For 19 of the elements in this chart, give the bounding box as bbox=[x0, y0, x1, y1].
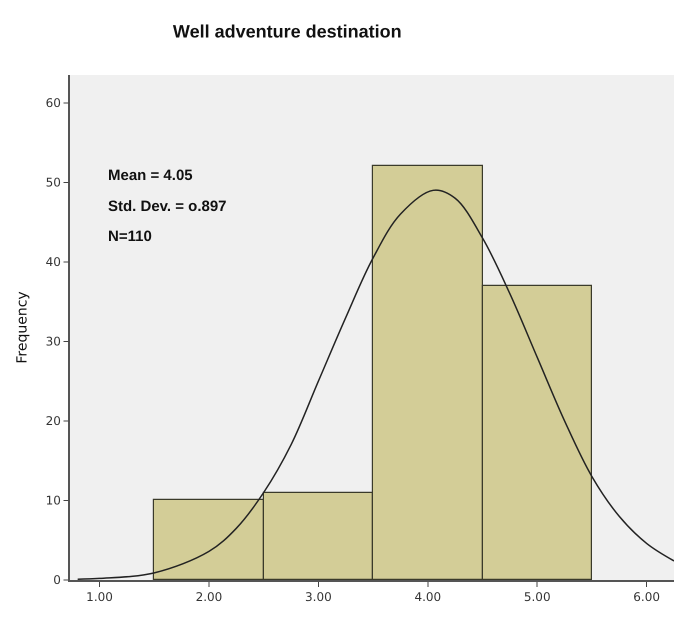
x-tick-label: 6.00 bbox=[633, 590, 660, 604]
y-tick-label: 0 bbox=[53, 573, 61, 588]
y-tick-label: 30 bbox=[46, 334, 61, 349]
y-tick-label: 50 bbox=[46, 176, 61, 190]
annotation: N=110 bbox=[108, 228, 152, 245]
x-tick-label: 2.00 bbox=[196, 590, 222, 604]
line-series bbox=[76, 189, 674, 580]
annotation: Mean = 4.05 bbox=[108, 167, 193, 184]
x-tick-label: 4.00 bbox=[414, 590, 442, 604]
chart-title: Well adventure destination bbox=[172, 21, 402, 42]
x-tick-label: 5.00 bbox=[524, 590, 551, 604]
x-tick-label: 3.00 bbox=[305, 590, 332, 604]
y-axis-title: Frequency bbox=[14, 291, 31, 364]
y-tick-label: 20 bbox=[46, 414, 61, 428]
y-tick-label: 10 bbox=[46, 494, 61, 508]
x-tick-label: 1.00 bbox=[86, 590, 113, 604]
y-tick-label: 60 bbox=[46, 96, 61, 110]
y-tick-label: 40 bbox=[46, 255, 61, 270]
annotation: Std. Dev. = o.897 bbox=[108, 198, 227, 215]
